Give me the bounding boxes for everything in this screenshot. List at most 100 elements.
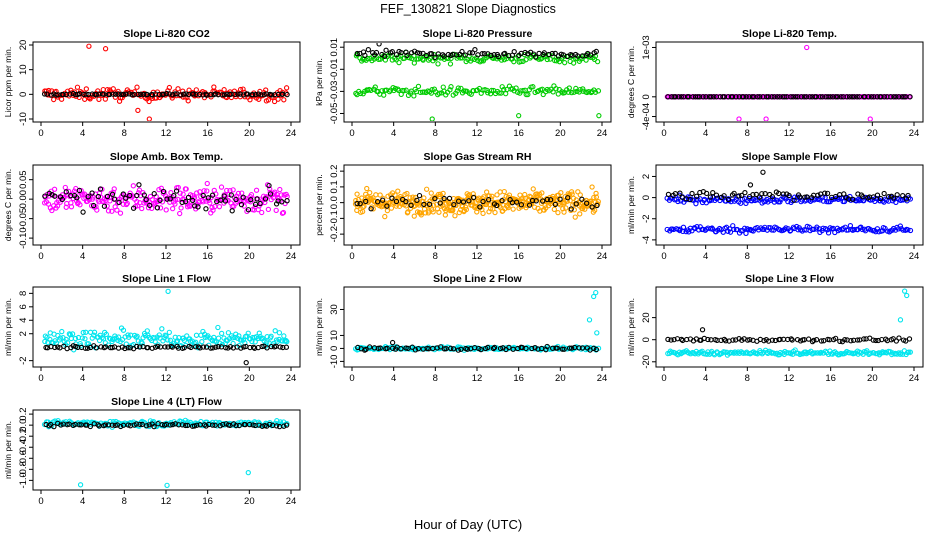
data-point (248, 196, 254, 203)
y-tick-label: -0.03 (329, 81, 340, 103)
data-point (587, 52, 594, 58)
data-point (354, 191, 360, 197)
data-point (96, 199, 102, 205)
y-tick-label: 0.01 (329, 38, 340, 57)
data-point (393, 198, 400, 205)
data-point (503, 91, 509, 97)
x-tick-label: 20 (244, 496, 255, 507)
data-point (817, 94, 823, 100)
data-point (146, 116, 152, 121)
x-tick-label: 4 (391, 251, 396, 262)
data-point (877, 195, 884, 202)
data-point (253, 91, 259, 98)
data-point (488, 87, 495, 94)
data-point (228, 192, 234, 198)
data-point (454, 52, 460, 58)
data-point (191, 423, 198, 429)
data-point (428, 190, 434, 196)
data-point (561, 346, 567, 352)
data-point (593, 194, 600, 200)
x-tick-label: 20 (867, 373, 878, 384)
data-point (777, 336, 783, 343)
x-tick-label: 0 (349, 251, 354, 262)
data-point (689, 190, 695, 197)
data-point (886, 194, 892, 200)
data-point (102, 422, 108, 428)
data-point (115, 334, 122, 340)
data-point (907, 349, 914, 355)
data-point (143, 196, 149, 203)
data-point (237, 91, 243, 97)
data-point (74, 195, 80, 201)
y-tick-label: 0 (641, 337, 652, 342)
data-point (798, 94, 805, 100)
data-point (410, 194, 416, 200)
data-point (235, 91, 241, 97)
data-point (687, 196, 693, 203)
data-point (483, 201, 490, 208)
data-point (135, 107, 141, 114)
data-point (750, 192, 756, 198)
y-tick-label: 10 (329, 330, 340, 341)
x-tick-label: 8 (745, 128, 750, 139)
data-point (462, 52, 468, 58)
x-tick-label: 12 (784, 128, 795, 139)
x-tick-label: 4 (703, 128, 708, 139)
data-point (188, 199, 194, 205)
data-point (63, 189, 69, 195)
x-tick-label: 20 (867, 251, 878, 262)
data-point (120, 327, 127, 333)
y-tick-label: -10 (329, 355, 340, 369)
data-point (848, 338, 854, 344)
x-tick-label: 8 (122, 128, 127, 139)
data-point (271, 98, 278, 105)
data-points (665, 288, 914, 358)
data-point (568, 206, 574, 212)
data-point (280, 344, 286, 351)
data-point (404, 190, 410, 197)
data-point (224, 187, 230, 194)
data-point (878, 94, 884, 100)
panel-title: Slope Amb. Box Temp. (110, 151, 223, 163)
data-point (516, 113, 522, 119)
panel-8: Slope Line 2 Flow ml/min per min. 0 4 8 12 16 2… (314, 273, 612, 384)
data-point (259, 209, 265, 216)
data-point (183, 91, 189, 97)
data-point (506, 344, 512, 351)
data-point (268, 333, 274, 339)
data-point (169, 205, 176, 212)
data-point (109, 191, 116, 197)
x-tick-label: 4 (391, 373, 396, 384)
data-point (199, 338, 205, 345)
data-point (254, 196, 260, 202)
data-point (141, 192, 147, 198)
data-point (106, 91, 113, 98)
data-point (102, 344, 109, 350)
data-point (746, 94, 752, 100)
data-point (284, 198, 290, 204)
data-point (207, 200, 213, 206)
data-point (416, 192, 423, 199)
y-tick-label: -4 (641, 236, 652, 244)
data-point (849, 226, 855, 232)
data-point (421, 201, 427, 208)
data-point (59, 328, 65, 335)
data-point (867, 116, 873, 121)
data-point (480, 198, 486, 205)
data-point (568, 189, 575, 195)
y-tick-label: 0 (641, 195, 652, 200)
data-point (729, 350, 735, 356)
y-axis-label: ml/min per min. (314, 298, 324, 356)
y-tick-label: 0 (18, 92, 29, 97)
data-point (769, 337, 776, 343)
data-point (485, 344, 491, 351)
data-point (678, 94, 684, 100)
data-point (665, 336, 671, 343)
data-point (851, 226, 858, 233)
data-point (262, 199, 268, 206)
data-point (859, 226, 865, 233)
data-point (494, 202, 500, 209)
data-point (488, 196, 494, 202)
data-point (215, 344, 221, 350)
